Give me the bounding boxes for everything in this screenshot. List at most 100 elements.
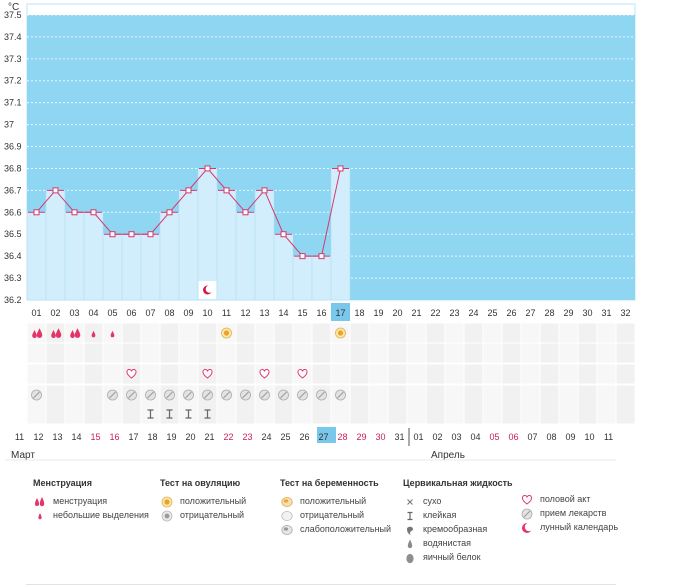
legend-ovulation-title: Тест на овуляцию [160,478,241,488]
grid-cell [198,343,217,363]
calendar-date-label: 18 [147,432,157,442]
legend-ovulation-positive-label: положительный [180,496,247,506]
temperature-bar [273,233,294,301]
grid-cell [312,343,331,363]
water-drop-icon [403,538,417,550]
grid-cell [65,364,84,384]
cycle-day-label: 25 [487,308,497,318]
y-tick-label: 37.5 [4,10,22,20]
grid-cell [407,404,426,424]
legend-pregnancy-positive: положительный [280,494,391,508]
calendar-date-label: 28 [337,432,347,442]
grid-cell [274,323,293,343]
temperature-bar [197,168,218,301]
temperature-point [147,231,154,238]
blood-drop-icon [51,330,56,339]
grid-cell [369,385,388,405]
grid-cell [426,364,445,384]
legend-moon: лунный календарь [520,520,618,534]
cycle-day-label: 17 [335,308,345,318]
calendar-date-label: 22 [223,432,233,442]
legend-fluid-creamy-label: кремообразная [423,524,488,534]
temperature-bar [26,211,47,301]
grid-cell [84,364,103,384]
pill-score [109,391,116,399]
legend-pregnancy-weak-label: слабоположительный [300,524,392,534]
sticky-icon [185,409,192,419]
grid-cell [559,385,578,405]
temperature-point [109,231,116,238]
sun-positive-icon [160,496,174,508]
grid-cell [483,364,502,384]
legend-fluid-dry-label: сухо [423,496,442,506]
grid-cell [46,385,65,405]
blood-drop-icon [74,328,81,338]
grid-cell [521,364,540,384]
legend-ovulation-negative: отрицательный [160,508,246,522]
legend-other: половой акт прием лекарств лунный календ… [520,492,618,534]
grid-cell [445,343,464,363]
legend-ovulation-positive: положительный [160,494,246,508]
temperature-bar [159,211,180,301]
legend-fluid-dry: сухо [403,494,513,508]
grid-cell [388,323,407,343]
cycle-day-label: 15 [297,308,307,318]
grid-cell [540,364,559,384]
moon-icon [520,522,534,534]
heart-icon [202,369,213,379]
legend-fluid-eggwhite-label: яичный белок [423,552,481,562]
cross-icon [403,496,417,508]
pill-score [147,391,154,399]
grid-cell [103,343,122,363]
calendar-date-label: 09 [565,432,575,442]
legend-fluid-sticky: клейкая [403,508,513,522]
calendar-date-label: 11 [15,432,24,442]
cycle-day-label: 07 [145,308,155,318]
cycle-day-label: 28 [544,308,554,318]
grid-cell [236,323,255,343]
legend-pregnancy: Тест на беременность положительный отриц… [280,478,391,536]
grid-cell [445,404,464,424]
pill-score [204,391,211,399]
calendar-date-label: 29 [356,432,366,442]
pill-score [166,391,173,399]
month-label-march: Март [11,450,35,461]
grid-cell [350,404,369,424]
grid-cell [559,323,578,343]
grid-cell [331,343,350,363]
calendar-date-label: 19 [166,432,176,442]
calendar-date-label: 25 [280,432,290,442]
grid-cell [483,323,502,343]
blood-drop-icon [32,330,37,339]
grid-cell [46,343,65,363]
grid-cell [160,323,179,343]
grid-cell [236,343,255,363]
creamy-icon [403,524,417,536]
cycle-day-label: 09 [183,308,193,318]
grid-cell [578,364,597,384]
grid-cell [521,404,540,424]
grid-cell [27,404,46,424]
temperature-point [185,187,192,194]
grid-cell [274,404,293,424]
grid-cell [407,323,426,343]
calendar-date-label: 14 [71,432,81,442]
grid-cell [312,323,331,343]
pill-score [223,391,230,399]
grid-cell [46,404,65,424]
temperature-point [261,187,268,194]
grid-cell [540,385,559,405]
y-tick-label: 36.5 [4,229,22,239]
legend-menstruation: Менструация менструация небольшие выделе… [33,478,149,522]
calendar-date-label: 03 [451,432,461,442]
temperature-point [52,187,59,194]
temperature-point [280,231,287,238]
temperature-bar [330,168,351,301]
cycle-day-label: 06 [126,308,136,318]
current-date-highlight [317,427,336,443]
grid-cell [65,343,84,363]
calendar-date-label: 13 [52,432,62,442]
symptom-icons [31,327,346,419]
legend-menstruation-label: менструация [53,496,108,506]
grid-cell [255,343,274,363]
